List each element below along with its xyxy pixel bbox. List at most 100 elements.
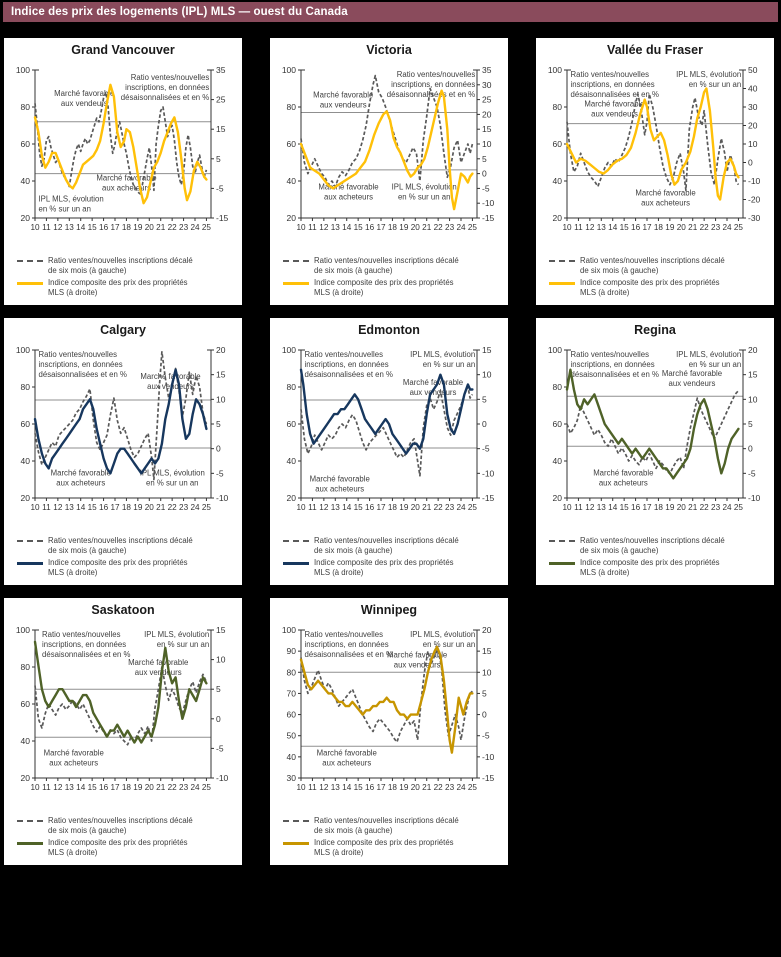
- right-axis-tick-label: 5: [482, 394, 487, 404]
- x-axis-tick-label: 23: [445, 223, 455, 232]
- annotation-sellers-line: Marché favorable: [313, 91, 373, 100]
- x-axis-tick-label: 23: [711, 503, 721, 512]
- solid-line-sample: [549, 281, 575, 285]
- annotation-sellers-line: Marché favorable: [140, 372, 200, 381]
- right-axis-tick-label: -15: [482, 773, 495, 783]
- annotation-ratio-line: Ratio ventes/nouvelles: [305, 630, 384, 639]
- annotation-ipl-line: IPL MLS, évolution: [410, 350, 475, 359]
- x-axis-tick-label: 22: [168, 223, 178, 232]
- chart-legend: Ratio ventes/nouvelles inscriptions déca…: [270, 256, 508, 298]
- left-axis-tick-label: 40: [287, 176, 297, 186]
- annotation-ratio-line: inscriptions, en données: [571, 360, 655, 369]
- left-axis-tick-label: 100: [548, 345, 562, 355]
- x-axis-tick-label: 16: [365, 503, 375, 512]
- x-axis-tick-label: 18: [388, 783, 398, 792]
- right-axis-tick-label: 25: [482, 95, 492, 105]
- x-axis-tick-label: 16: [365, 783, 375, 792]
- x-axis-tick-label: 13: [65, 783, 75, 792]
- x-axis-tick-label: 17: [376, 223, 386, 232]
- left-axis-tick-label: 60: [287, 419, 297, 429]
- annotation-ipl-line: en % sur un an: [146, 478, 198, 487]
- x-axis-tick-label: 15: [620, 503, 630, 512]
- x-axis-tick-label: 14: [76, 503, 86, 512]
- x-axis-tick-label: 13: [331, 223, 341, 232]
- x-axis-tick-label: 23: [445, 783, 455, 792]
- legend-price-label: Indice composite des prix des propriétés…: [48, 837, 188, 857]
- right-axis-tick-label: -10: [216, 493, 229, 503]
- annotation-ipl-line: IPL MLS, évolution: [392, 182, 457, 191]
- x-axis-tick-label: 21: [422, 223, 432, 232]
- left-axis-tick-label: 80: [553, 382, 563, 392]
- left-axis-tick-label: 80: [21, 102, 31, 112]
- x-axis-tick-label: 21: [422, 783, 432, 792]
- right-axis-tick-label: -5: [216, 743, 224, 753]
- annotation-buyers-line: Marché favorable: [96, 174, 156, 183]
- annotation-ratio-line: désaisonnalisées et en %: [387, 90, 475, 99]
- right-axis-tick-label: 20: [482, 625, 492, 635]
- right-axis-tick-label: 5: [482, 688, 487, 698]
- left-axis-tick-label: 20: [287, 493, 297, 503]
- right-axis-tick-label: 0: [482, 419, 487, 429]
- left-axis-tick-label: 60: [287, 710, 297, 720]
- annotation-ipl-line: en % sur un an: [423, 640, 475, 649]
- dashed-line-sample: [283, 540, 309, 542]
- annotation-ratio-line: inscriptions, en données: [571, 80, 655, 89]
- chart-legend: Ratio ventes/nouvelles inscriptions déca…: [270, 816, 508, 858]
- right-axis-tick-label: 50: [748, 65, 758, 75]
- chart-title: Vallée du Fraser: [607, 43, 703, 57]
- annotation-ratio-line: Ratio ventes/nouvelles: [42, 630, 121, 639]
- x-axis-tick-label: 25: [468, 223, 478, 232]
- annotation-buyers-line: Marché favorable: [593, 468, 653, 477]
- legend-item-price: Indice composite des prix des propriétés…: [283, 558, 508, 579]
- x-axis-tick-label: 21: [156, 783, 166, 792]
- x-axis-tick-label: 18: [654, 503, 664, 512]
- legend-item-ratio: Ratio ventes/nouvelles inscriptions déca…: [17, 536, 242, 557]
- legend-ratio-label: Ratio ventes/nouvelles inscriptions déca…: [314, 256, 459, 276]
- x-axis-tick-label: 19: [665, 223, 675, 232]
- annotation-ratio-line: désaisonnalisées et en %: [571, 90, 659, 99]
- x-axis-tick-label: 12: [585, 503, 595, 512]
- left-axis-tick-label: 100: [16, 345, 30, 355]
- left-axis-tick-label: 80: [21, 662, 31, 672]
- right-axis-tick-label: -5: [216, 468, 224, 478]
- annotation-ratio-line: Ratio ventes/nouvelles: [571, 350, 650, 359]
- x-axis-tick-label: 24: [456, 503, 466, 512]
- solid-line-sample: [283, 281, 309, 285]
- right-axis-tick-label: 0: [216, 444, 221, 454]
- legend-item-ratio: Ratio ventes/nouvelles inscriptions déca…: [283, 536, 508, 557]
- x-axis-tick-label: 19: [133, 223, 143, 232]
- chart-title: Regina: [634, 323, 676, 337]
- annotation-ratio-line: désaisonnalisées et en %: [39, 370, 127, 379]
- chart-panel-edmonton: Edmonton 20 40 60 80 100 -15 -10 -5 0 5 10 15 10 11 12…: [270, 318, 508, 585]
- x-axis-tick-label: 25: [468, 783, 478, 792]
- x-axis-tick-label: 23: [179, 223, 189, 232]
- price-series-line: [299, 368, 474, 455]
- left-axis-tick-label: 70: [287, 688, 297, 698]
- x-axis-tick-label: 20: [145, 223, 155, 232]
- legend-price-label: Indice composite des prix des propriétés…: [48, 277, 188, 297]
- left-axis-tick-label: 20: [553, 213, 563, 223]
- annotation-ratio-line: désaisonnalisées et en %: [571, 370, 659, 379]
- dashed-line-sample: [283, 820, 309, 822]
- right-axis-tick-label: -30: [748, 213, 761, 223]
- x-axis-tick-label: 25: [202, 783, 212, 792]
- legend-item-price: Indice composite des prix des propriétés…: [549, 278, 774, 299]
- x-axis-tick-label: 19: [133, 503, 143, 512]
- x-axis-tick-label: 15: [88, 223, 98, 232]
- right-axis-tick-label: 30: [482, 80, 492, 90]
- x-axis-tick-label: 17: [376, 783, 386, 792]
- ratio-series-line: [34, 666, 208, 746]
- dashed-line-sample: [17, 820, 43, 822]
- annotation-buyers-line: aux acheteurs: [49, 758, 98, 767]
- x-axis-tick-label: 15: [354, 783, 364, 792]
- right-axis-tick-label: 10: [482, 370, 492, 380]
- x-axis-tick-label: 16: [99, 223, 109, 232]
- x-axis-tick-label: 10: [562, 503, 572, 512]
- right-axis-tick-label: -15: [216, 213, 229, 223]
- annotation-sellers-line: Marché favorable: [387, 651, 447, 660]
